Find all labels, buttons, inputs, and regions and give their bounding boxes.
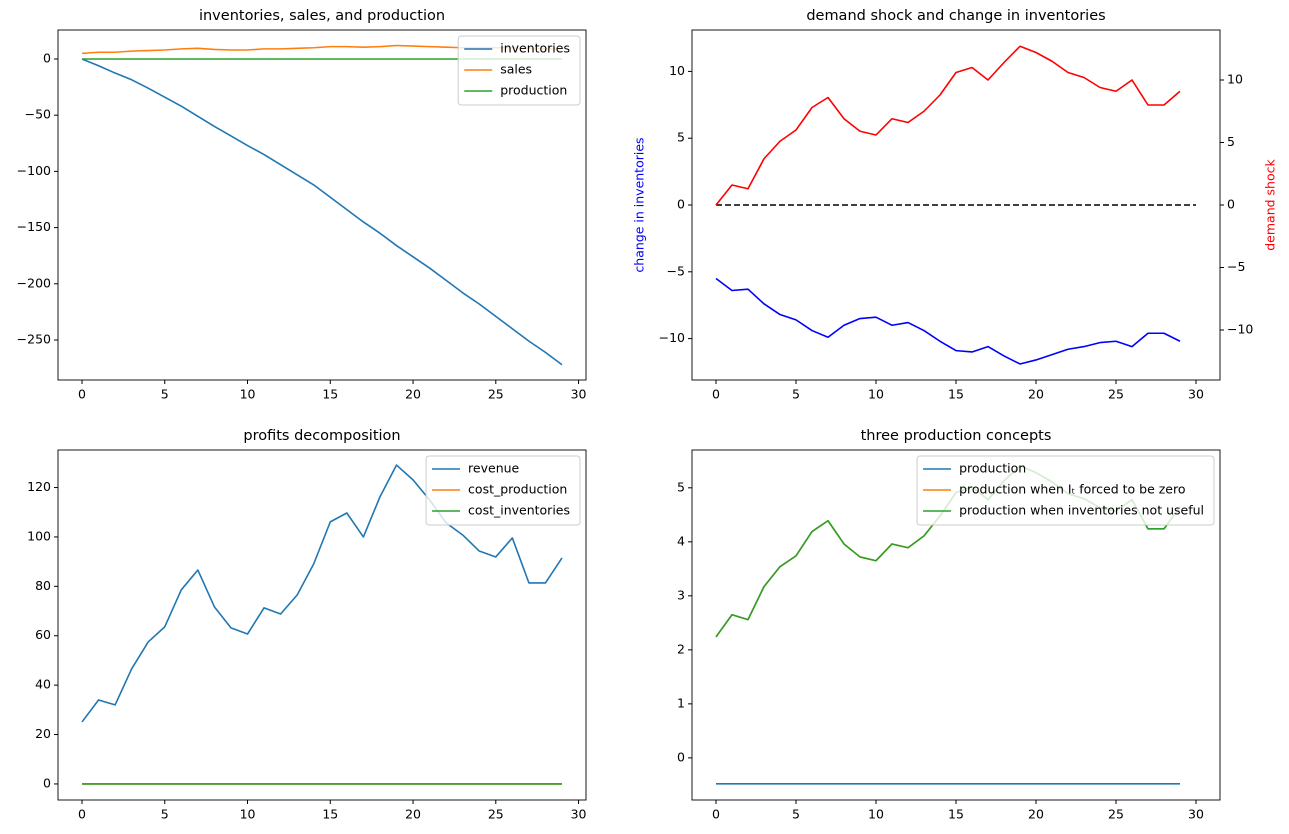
x-tick-label: 25 — [1108, 807, 1124, 822]
y-tick-label: 0 — [677, 749, 685, 764]
y-tick-label: 120 — [27, 479, 51, 494]
legend-label: production — [959, 461, 1026, 476]
x-tick-label: 15 — [322, 387, 338, 402]
x-tick-label: 20 — [1028, 387, 1044, 402]
legend: revenue cost_production cost_inventories — [425, 455, 581, 526]
subplot: inventories, sales, and production 0 5 10 15… — [17, 8, 587, 402]
x-tick-label: 15 — [322, 807, 338, 822]
y-tick-label: −250 — [17, 331, 51, 346]
y-tick-label: 40 — [35, 677, 51, 692]
legend-label: production when inventories not useful — [959, 503, 1204, 518]
y-tick-label: −10 — [659, 330, 685, 345]
y-tick-label: −100 — [17, 163, 51, 178]
x-tick-label: 10 — [240, 807, 256, 822]
data-line — [81, 58, 563, 366]
legend: inventories sales production — [457, 35, 581, 106]
legend-label: sales — [500, 62, 532, 77]
y-tick-label: 3 — [677, 587, 685, 602]
y-tick-label: 0 — [43, 775, 51, 790]
axes-frame — [691, 449, 1221, 801]
subplot-title: inventories, sales, and production — [199, 8, 445, 24]
y2-tick-label: 0 — [1227, 197, 1235, 212]
x-tick-label: 15 — [948, 807, 964, 822]
x-tick-label: 20 — [1028, 807, 1044, 822]
legend: production production when Iₜ forced to b… — [916, 455, 1215, 526]
axes-frame — [57, 449, 587, 801]
data-line — [715, 277, 1181, 365]
legend-label: revenue — [468, 461, 519, 476]
x-tick-label: 25 — [1108, 387, 1124, 402]
y-tick-label: 60 — [35, 627, 51, 642]
legend-label: production — [500, 83, 567, 98]
y2-tick-label: −5 — [1227, 259, 1245, 274]
legend-label: inventories — [500, 41, 570, 56]
y-tick-label: 10 — [669, 63, 685, 78]
subplot: profits decomposition 0 5 10 15 20 25 30 0 20 40 60… — [27, 428, 586, 822]
x-tick-label: 10 — [240, 387, 256, 402]
x-tick-label: 20 — [405, 387, 421, 402]
y-tick-label: 0 — [677, 197, 685, 212]
x-tick-label: 0 — [78, 807, 86, 822]
axes-frame — [691, 29, 1221, 381]
subplot-title: profits decomposition — [243, 428, 400, 444]
x-tick-label: 5 — [792, 807, 800, 822]
y-tick-label: 4 — [677, 533, 685, 548]
y-tick-label: −150 — [17, 219, 51, 234]
subplot-title: demand shock and change in inventories — [806, 8, 1105, 24]
axes-frame — [57, 29, 587, 381]
y-tick-label: −5 — [667, 263, 685, 278]
y2-tick-label: 10 — [1227, 72, 1243, 87]
legend-box — [425, 455, 581, 526]
y2-axis-label: demand shock — [1263, 159, 1278, 251]
y-tick-label: 20 — [35, 726, 51, 741]
data-line — [81, 464, 563, 723]
legend-label: cost_production — [468, 482, 567, 497]
y-tick-label: 0 — [43, 50, 51, 65]
x-tick-label: 25 — [488, 807, 504, 822]
x-tick-label: 20 — [405, 807, 421, 822]
subplot: demand shock and change in inventories 0 5… — [632, 8, 1278, 402]
x-tick-label: 10 — [868, 807, 884, 822]
plot-area — [81, 464, 563, 785]
x-tick-label: 30 — [1188, 387, 1204, 402]
x-tick-label: 5 — [792, 387, 800, 402]
x-tick-label: 5 — [161, 807, 169, 822]
legend-label: cost_inventories — [468, 503, 570, 518]
y-tick-label: −200 — [17, 275, 51, 290]
y-tick-label: −50 — [25, 107, 51, 122]
x-tick-label: 0 — [712, 387, 720, 402]
x-tick-label: 30 — [571, 387, 587, 402]
x-tick-label: 10 — [868, 387, 884, 402]
x-tick-label: 0 — [78, 387, 86, 402]
data-line — [715, 45, 1181, 206]
legend-label: production when Iₜ forced to be zero — [959, 482, 1185, 497]
y-axis-label: change in inventories — [632, 137, 647, 272]
x-tick-label: 15 — [948, 387, 964, 402]
legend-box — [916, 455, 1215, 526]
x-tick-label: 30 — [571, 807, 587, 822]
y-tick-label: 5 — [677, 479, 685, 494]
x-tick-label: 5 — [161, 387, 169, 402]
y-tick-label: 1 — [677, 695, 685, 710]
legend-box — [457, 35, 581, 106]
x-tick-label: 30 — [1188, 807, 1204, 822]
y-tick-label: 100 — [27, 528, 51, 543]
y-tick-label: 2 — [677, 641, 685, 656]
subplot-title: three production concepts — [861, 428, 1052, 444]
y2-tick-label: 5 — [1227, 134, 1235, 149]
y2-tick-label: −10 — [1227, 322, 1253, 337]
x-tick-label: 0 — [712, 807, 720, 822]
x-tick-label: 25 — [488, 387, 504, 402]
y-tick-label: 5 — [677, 130, 685, 145]
plot-area — [715, 45, 1196, 365]
y-tick-label: 80 — [35, 578, 51, 593]
